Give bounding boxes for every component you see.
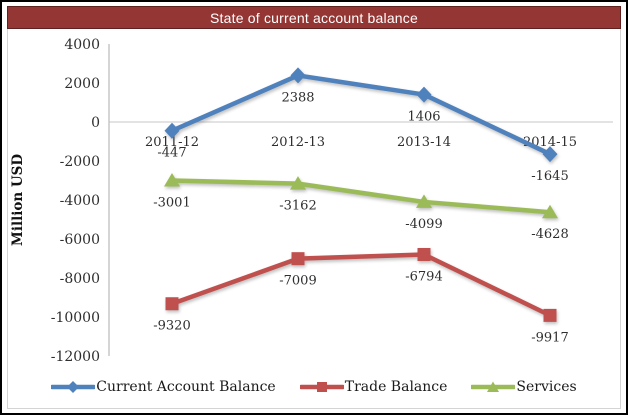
data-label: -6794 — [405, 269, 442, 284]
legend-item-trade-balance: Trade Balance — [299, 379, 448, 395]
data-point-marker — [542, 146, 558, 163]
series-line — [169, 252, 553, 318]
series-line — [169, 178, 553, 215]
data-point-marker — [543, 308, 557, 322]
y-tick-label: -6000 — [60, 232, 100, 248]
data-point-marker — [542, 204, 558, 219]
y-tick-label: -4000 — [60, 193, 100, 209]
x-category-label: 2011-12 — [145, 135, 199, 150]
series-services — [164, 173, 558, 219]
legend-label: Current Account Balance — [96, 379, 276, 395]
y-tick-label: -2000 — [60, 154, 100, 170]
data-point-marker — [164, 122, 180, 139]
data-label: -3162 — [279, 199, 316, 214]
data-point-marker — [290, 176, 306, 190]
chart-title: State of current account balance — [7, 6, 621, 29]
data-point-marker — [417, 247, 431, 261]
data-label: -4628 — [531, 227, 568, 242]
y-tick-label: -10000 — [51, 310, 100, 326]
y-tick-label: -8000 — [60, 271, 100, 287]
legend-marker-triangle — [471, 381, 516, 392]
legend-marker-square — [299, 382, 344, 392]
series-current-account-balance — [164, 67, 558, 163]
y-tick-label: 2000 — [64, 76, 100, 92]
plot-svg: 4000 2000 0 -2000 -4000 -6000 -8000 -10000 -1200… — [10, 37, 613, 365]
legend: Current Account Balance Trade Balance Serv… — [8, 367, 620, 407]
data-label: -9917 — [531, 330, 568, 345]
legend-item-services: Services — [471, 379, 577, 395]
data-point-marker — [416, 194, 432, 208]
series-trade-balance — [165, 247, 557, 322]
data-point-marker — [416, 86, 432, 103]
series-line — [169, 73, 553, 157]
x-category-label: 2012-13 — [271, 135, 325, 150]
data-label: -447 — [157, 146, 186, 161]
y-tick-label: 4000 — [64, 37, 100, 53]
x-category-label: 2013-14 — [397, 135, 451, 150]
data-point-marker — [290, 67, 306, 84]
chart-area: 4000 2000 0 -2000 -4000 -6000 -8000 -10000 -1200… — [7, 29, 621, 409]
data-label: -7009 — [279, 274, 316, 289]
y-tick-label: -12000 — [51, 349, 100, 365]
y-axis-title: Million USD — [10, 154, 26, 246]
data-label: -1645 — [531, 169, 568, 184]
data-label: 2388 — [281, 90, 314, 105]
y-tick-label: 0 — [91, 115, 100, 131]
legend-marker-diamond — [51, 381, 96, 393]
data-label: -3001 — [153, 196, 190, 211]
legend-item-current-account-balance: Current Account Balance — [51, 379, 276, 395]
data-point-marker — [165, 297, 179, 311]
data-point-marker — [164, 173, 180, 187]
data-label: -4099 — [405, 217, 442, 232]
legend-label: Trade Balance — [344, 379, 448, 395]
legend-label: Services — [516, 379, 577, 395]
data-label: -9320 — [153, 319, 190, 334]
data-label: 1406 — [407, 110, 440, 125]
data-point-marker — [291, 252, 305, 266]
